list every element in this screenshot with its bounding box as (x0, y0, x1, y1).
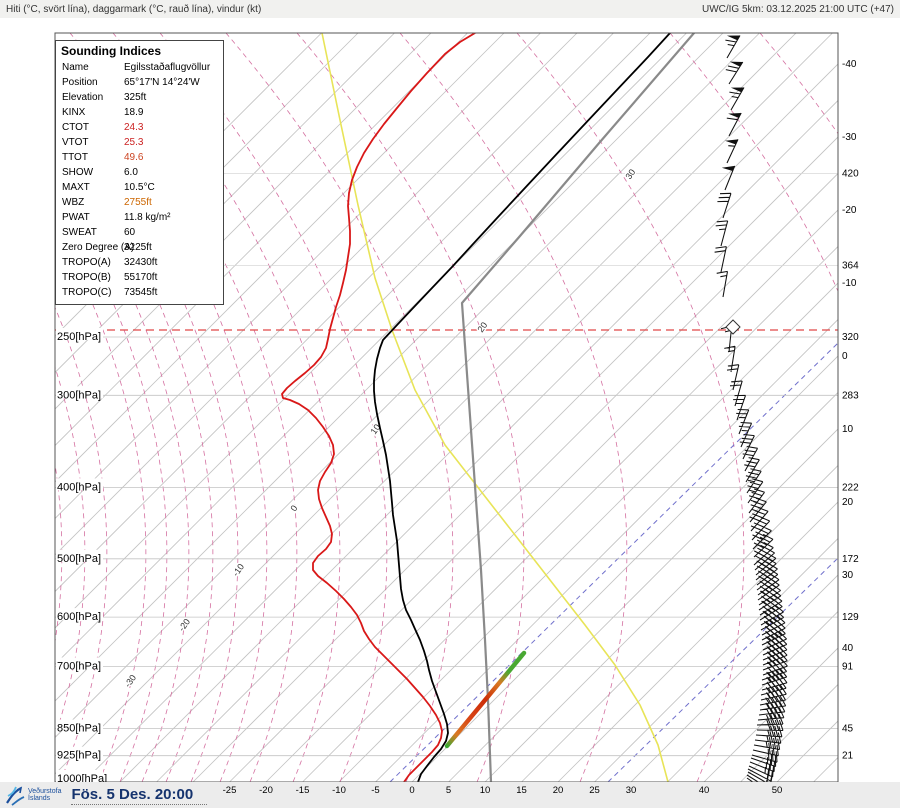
dewpoint-curve (281, 33, 476, 782)
pressure-label: 300[hPa] (57, 389, 101, 401)
index-row: TTOT 49.6 (62, 152, 144, 163)
right-temp-label: 0 (842, 351, 848, 362)
index-row: TROPO(B) 55170ft (62, 272, 158, 283)
index-row: TROPO(A) 32430ft (62, 257, 158, 268)
index-row: TROPO(C) 73545ft (62, 287, 158, 298)
height-label: 222 (842, 482, 859, 493)
right-temp-label: -20 (842, 205, 857, 216)
temperature-curve (373, 33, 671, 782)
bottom-bar: Veðurstofa Íslands Fös. 5 Des. 20:00 (0, 782, 900, 808)
right-temp-label: -40 (842, 59, 857, 70)
height-label: 91 (842, 662, 854, 673)
wind-barb-flags (721, 35, 744, 171)
legend-text: Hiti (°C, svört lína), daggarmark (°C, r… (6, 3, 262, 15)
height-label: 172 (842, 554, 859, 565)
valid-time-label[interactable]: Fös. 5 Des. 20:00 (71, 786, 208, 805)
adiabat-label: -30 (122, 673, 138, 689)
index-row: Name Egilsstaðaflugvöllur (62, 62, 211, 73)
top-info-bar: Hiti (°C, svört lína), daggarmark (°C, r… (0, 0, 900, 18)
index-row: SWEAT 60 (62, 227, 136, 238)
indices-rows: Name Egilsstaðaflugvöllur Position 65°17'N … (56, 60, 223, 300)
height-label: 283 (842, 390, 859, 401)
sounding-indices-panel: Sounding Indices Name Egilsstaðaflugvöllu… (55, 40, 224, 305)
adiabat-label: -20 (176, 617, 192, 633)
tropopause-marker (725, 319, 741, 335)
height-label: 45 (842, 724, 854, 735)
panel-title: Sounding Indices (61, 44, 162, 58)
isa-reference-line (460, 33, 696, 782)
height-label: 420 (842, 169, 859, 180)
right-temp-label: -30 (842, 132, 857, 143)
pressure-label: 700[hPa] (57, 661, 101, 673)
index-row: CTOT 24.3 (62, 122, 144, 133)
right-temp-label: -10 (842, 278, 857, 289)
right-temp-label: 10 (842, 424, 854, 435)
index-row: Position 65°17'N 14°24'W (62, 77, 200, 88)
index-row: KINX 18.9 (62, 107, 144, 118)
parcel-curve (321, 33, 669, 782)
pressure-label: 925[hPa] (57, 750, 101, 762)
right-temp-label: 20 (842, 497, 854, 508)
height-label: 320 (842, 332, 859, 343)
pressure-label: 400[hPa] (57, 481, 101, 493)
moist-adiabat-grid (55, 33, 838, 782)
energy-segment (444, 650, 527, 749)
adiabat-label: -10 (230, 562, 246, 578)
height-label: 21 (842, 751, 854, 762)
isotherm-grid (55, 33, 838, 782)
model-run-text: UWC/IG 5km: 03.12.2025 21:00 UTC (+47) (701, 3, 894, 15)
index-row: Zero Degree (A) 3225ft (62, 242, 152, 253)
mixing-ratio-lines (389, 342, 838, 782)
adiabat-label: 0 (288, 503, 299, 513)
right-temp-label: 40 (842, 643, 854, 654)
adiabat-label: 20 (475, 320, 489, 334)
pressure-label: 250[hPa] (57, 331, 101, 343)
wind-barbs (714, 35, 788, 782)
right-temp-label: 30 (842, 570, 854, 581)
pressure-label: 500[hPa] (57, 553, 101, 565)
index-row: WBZ 2755ft (62, 197, 152, 208)
height-label: 129 (842, 612, 859, 623)
vedurstofa-logo (6, 786, 25, 806)
index-row: Elevation 325ft (62, 92, 147, 103)
logo-text: Veðurstofa Íslands (28, 787, 62, 803)
pressure-label: 600[hPa] (57, 611, 101, 623)
index-row: MAXT 10.5°C (62, 182, 155, 193)
index-row: SHOW 6.0 (62, 167, 138, 178)
adiabat-label: 30 (623, 167, 637, 181)
pressure-label: 850[hPa] (57, 723, 101, 735)
height-label: 364 (842, 261, 859, 272)
index-row: VTOT 25.3 (62, 137, 144, 148)
index-row: PWAT 11.8 kg/m² (62, 212, 171, 223)
